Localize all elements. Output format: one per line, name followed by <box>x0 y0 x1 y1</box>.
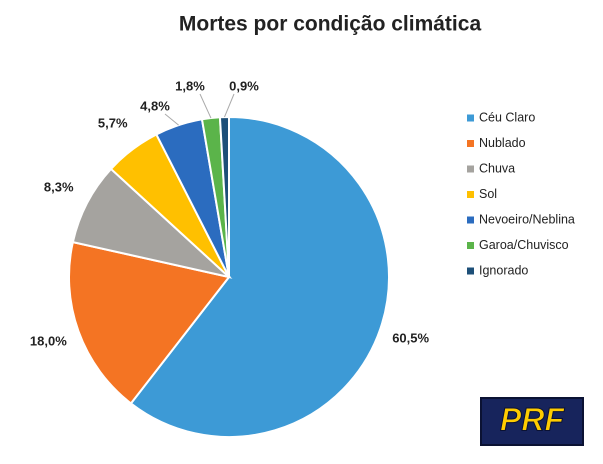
logo-box <box>480 397 584 446</box>
leader-line <box>164 113 179 126</box>
data-label: 60,5% <box>392 331 429 346</box>
legend-swatch <box>467 267 474 275</box>
pie-slice <box>68 240 231 405</box>
leader-line <box>199 93 212 119</box>
legend-label: Sol <box>479 187 497 201</box>
data-label: 4,8% <box>140 98 170 113</box>
legend-label: Ignorado <box>479 263 528 277</box>
legend-label: Céu Claro <box>479 110 535 124</box>
legend-swatch <box>467 114 474 122</box>
data-label: 0,9% <box>229 78 259 93</box>
data-label: 5,7% <box>98 116 128 131</box>
legend-swatch <box>467 165 474 173</box>
pie-slice <box>218 115 230 278</box>
legend-swatch <box>467 242 474 249</box>
data-label: 18,0% <box>30 333 67 348</box>
leader-line <box>224 93 235 118</box>
chart-title: Mortes por condição climática <box>179 13 482 36</box>
legend-swatch <box>467 216 474 224</box>
legend-label: Nublado <box>479 136 526 150</box>
legend-label: Chuva <box>479 161 515 175</box>
logo: PRF <box>480 397 584 446</box>
legend-label: Nevoeiro/Neblina <box>479 212 575 226</box>
logo-text: PRF <box>500 401 565 437</box>
pie-slice <box>129 115 390 438</box>
data-label: 8,3% <box>44 180 74 195</box>
legend-swatch <box>467 191 474 198</box>
legend-swatch <box>467 140 474 147</box>
legend-label: Garoa/Chuvisco <box>479 238 569 252</box>
data-label: 1,8% <box>175 78 205 93</box>
